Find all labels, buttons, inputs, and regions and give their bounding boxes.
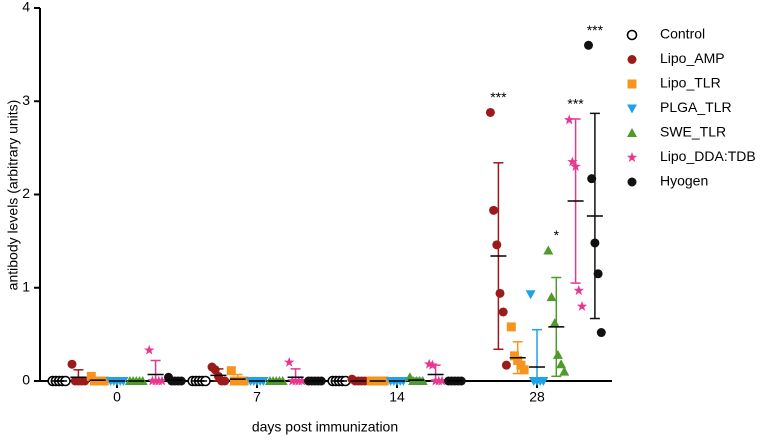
data-point: [510, 351, 519, 361]
data-point: [563, 114, 575, 125]
x-tick-label: 28: [529, 389, 545, 405]
legend-label: Lipo_AMP: [660, 50, 725, 66]
y-tick-label: 1: [22, 278, 30, 294]
data-point: [156, 375, 168, 386]
y-tick-label: 0: [22, 372, 30, 388]
data-point: [559, 366, 570, 376]
x-tick-label: 7: [253, 389, 261, 405]
y-axis-label: antibody levels (arbitrary units): [5, 100, 21, 291]
data-point: [485, 107, 495, 117]
legend-marker: [626, 29, 638, 41]
data-point: [506, 322, 516, 332]
data-point: [489, 205, 499, 215]
data-point: [519, 365, 529, 375]
data-point: [86, 371, 96, 381]
data-point: [525, 290, 536, 300]
data-point: [99, 376, 109, 386]
y-tick-label: 4: [22, 0, 30, 15]
data-point: [549, 318, 560, 328]
legend-marker: [627, 104, 637, 114]
legend-marker: [627, 79, 637, 89]
significance: ***: [567, 96, 584, 112]
legend-label: Control: [660, 26, 705, 42]
data-point: [283, 356, 295, 367]
data-point: [567, 156, 578, 167]
significance: ***: [587, 22, 604, 38]
legend-marker: [626, 152, 638, 162]
data-point: [501, 360, 511, 370]
significance: ***: [490, 89, 507, 105]
legend-label: SWE_TLR: [660, 124, 726, 140]
data-point: [492, 240, 502, 250]
data-point: [296, 375, 308, 386]
x-tick-label: 0: [113, 389, 121, 405]
legend-label: Hyogen: [660, 173, 708, 189]
data-point: [587, 174, 597, 184]
x-tick-label: 14: [389, 389, 405, 405]
data-point: [552, 349, 563, 359]
data-point: [556, 359, 567, 369]
legend-marker: [627, 128, 637, 137]
data-point: [495, 288, 505, 298]
significance: *: [554, 227, 560, 243]
legend-marker: [627, 55, 637, 64]
data-point: [67, 359, 77, 369]
data-point: [239, 376, 249, 386]
data-point: [436, 375, 448, 386]
data-point: [220, 376, 230, 386]
legend-label: Lipo_DDA:TDB: [660, 148, 756, 164]
data-point: [573, 285, 585, 295]
data-point: [498, 307, 508, 317]
data-point: [538, 377, 549, 386]
x-axis-label: days post immunization: [252, 419, 398, 435]
y-tick-label: 2: [22, 185, 30, 201]
data-point: [596, 328, 606, 338]
data-point: [226, 366, 236, 376]
legend-label: Lipo_TLR: [660, 75, 721, 91]
data-point: [593, 269, 603, 279]
data-point: [584, 40, 593, 50]
data-point: [516, 360, 526, 370]
legend-label: PLGA_TLR: [660, 99, 732, 115]
data-point: [546, 292, 557, 302]
legend-marker: [627, 177, 637, 187]
data-point: [576, 300, 588, 311]
y-tick-label: 3: [22, 92, 30, 108]
data-point: [143, 344, 155, 355]
data-point: [543, 245, 554, 255]
